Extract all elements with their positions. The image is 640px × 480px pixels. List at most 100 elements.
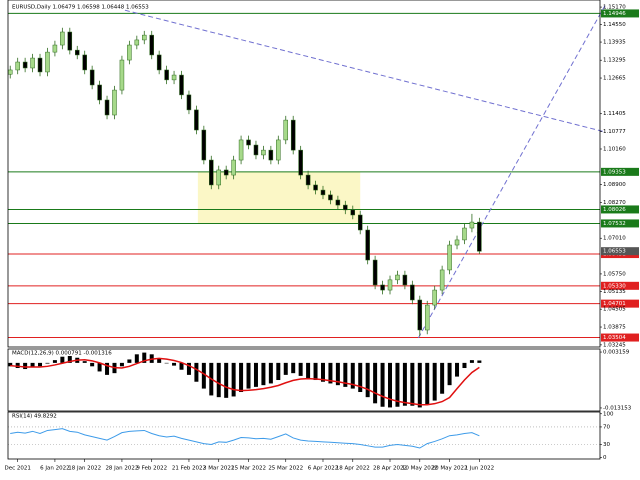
candle-body [104,99,110,116]
macd-panel-border [7,348,601,412]
macd-bar [82,361,87,363]
macd-bar [52,360,57,363]
y-tick-label: 1.14550 [603,22,626,28]
zone [197,171,361,224]
macd-bar [380,362,385,407]
candle-body [246,139,251,146]
candle-body [171,74,177,81]
y-tick-label: 70 [603,424,610,430]
candle-body [268,149,274,161]
x-tick-label: 10 May 2022 [402,466,438,472]
candle-body [67,31,73,51]
level-label: 1.05330 [603,283,626,289]
level-label-box [601,281,639,290]
y-tick-label: 1.08900 [603,182,626,188]
candle-body [320,189,326,196]
candle-body [261,149,266,156]
macd-label: MACD(12,26,9) 0.000791 -0.001316 [12,351,112,357]
macd-bar [358,362,363,393]
x-tick-label: 3 Mar 2022 [203,466,234,472]
signal-line [10,357,480,406]
candle-body [97,84,102,101]
y-tick-label: 0 [603,455,607,461]
macd-bar [350,362,355,389]
candle-body [447,244,452,271]
candle-body [15,61,20,71]
macd-bar [201,362,206,389]
y-tick-label: -0.013153 [603,405,632,411]
macd-bar [239,362,244,393]
y-tick-label: 1.11405 [603,111,626,117]
level-label-box [601,205,639,214]
macd-bar [45,362,50,364]
macd-bar [343,362,348,387]
y-tick-label: 1.10160 [603,146,626,152]
macd-bar [67,356,72,363]
candle-body [253,144,259,156]
macd-bar [127,359,132,363]
candle-body [127,44,132,61]
macd-bar [365,362,370,398]
level-label: 1.04701 [603,301,626,307]
level-label-box [601,299,639,308]
candle-body [112,89,117,116]
candle-body [231,159,236,176]
macd-bar [60,356,65,363]
x-tick-label: 28 Jan 2022 [105,466,138,472]
x-tick-label: 6 Jan 2022 [40,466,69,472]
candle-body [45,51,50,73]
candle-body [290,119,296,151]
candle-body [134,39,140,46]
candle-body [402,274,408,286]
macd-bar [432,362,437,401]
rsi-label: RSI(14) 49.8292 [12,414,57,420]
candle-body [216,169,221,186]
candle-body [149,34,154,56]
trendline [124,9,606,133]
y-tick-label: 0.003159 [603,350,630,356]
macd-bar [306,362,311,379]
bid-label: 1.06553 [603,249,626,255]
x-tick-label: 25 Mar 2022 [268,466,303,472]
candle-body [164,69,169,81]
candle-body [276,139,281,161]
level-label-box [601,167,639,176]
plot-layer: 1.149461.093531.080261.075321.064511.053… [4,5,639,472]
x-tick-label: Dec 2021 [4,466,30,472]
macd-bar [157,358,162,363]
y-tick-label: 100 [603,411,614,417]
macd-bar [164,362,169,364]
macd-bar [179,362,184,370]
macd-bar [402,362,407,406]
macd-bar [268,362,273,384]
macd-bar [455,362,460,377]
macd-bar [291,362,296,374]
x-tick-label: 15 Mar 2022 [231,466,266,472]
macd-bar [231,362,236,397]
x-tick-label: 9 Feb 2022 [136,466,167,472]
macd-bar [447,362,452,386]
candle-body [372,259,378,286]
y-tick-label: 1.08270 [603,200,626,206]
candle-body [387,279,393,291]
candle-body [283,119,289,141]
level-label: 1.14946 [603,11,626,17]
candle-body [357,214,363,231]
candle-body [156,54,162,71]
y-tick-label: 1.10777 [603,129,626,135]
y-tick-label: 1.05135 [603,289,626,295]
macd-bar [186,362,191,375]
main-panel-border [7,0,601,348]
candle-body [417,299,423,331]
candle-body [343,204,348,211]
macd-bar [298,362,303,376]
macd-bar [15,362,20,369]
candle-body [313,184,318,191]
candle-body [186,94,192,111]
macd-bar [253,362,258,387]
x-tick-label: 18 Jan 2022 [68,466,101,472]
rsi-line [10,428,480,449]
candle-body [60,31,65,46]
